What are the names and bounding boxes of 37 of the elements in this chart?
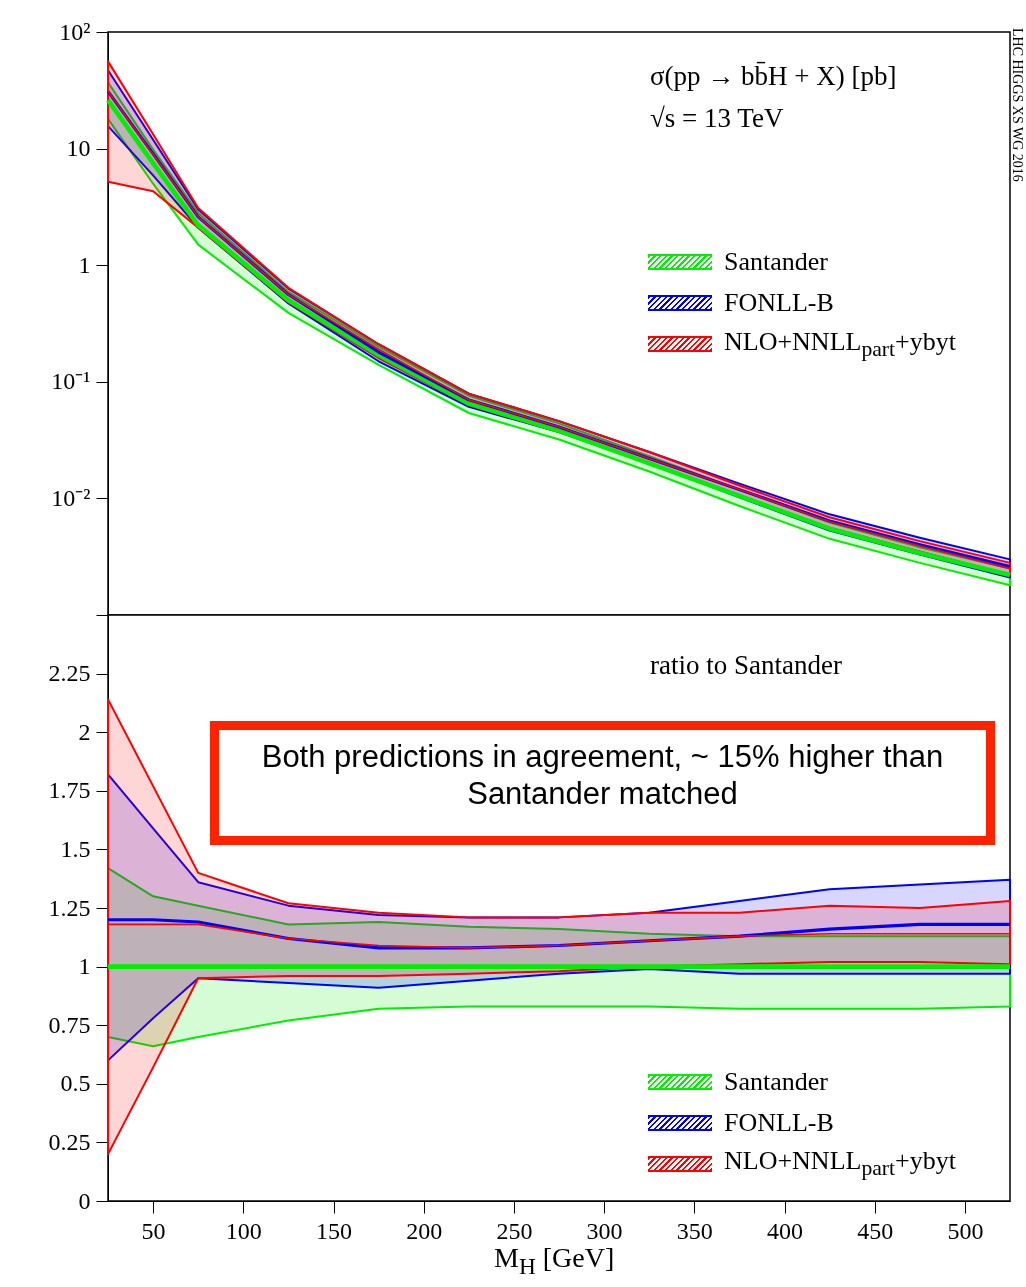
annotation: √s = 13 TeV xyxy=(650,102,784,135)
y-tick-label: 10⁻² xyxy=(51,484,91,511)
y-tick-label: 0.25 xyxy=(48,1128,91,1155)
y-tick-label: 10² xyxy=(59,18,91,45)
y-tick-label: 1.5 xyxy=(60,835,91,862)
y-tick-label: 0.5 xyxy=(60,1070,91,1097)
x-tick-label: 350 xyxy=(676,1217,713,1244)
y-tick-label: 1.75 xyxy=(48,777,91,804)
y-tick-label: 0.75 xyxy=(48,1011,91,1038)
annotation: ratio to Santander xyxy=(650,649,842,682)
y-tick-label: 10⁻¹ xyxy=(51,368,91,395)
y-tick-label: 0 xyxy=(78,1187,91,1214)
x-tick-label: 150 xyxy=(316,1217,352,1244)
legend-label: Santander xyxy=(724,1066,828,1097)
x-tick-label: 400 xyxy=(767,1217,803,1244)
legend-label: NLO+NNLL$_{part}$+ybyt xyxy=(724,1145,956,1182)
x-tick-label: 200 xyxy=(406,1217,443,1244)
x-tick-label: 300 xyxy=(586,1217,623,1244)
x-tick-label: 50 xyxy=(141,1217,166,1244)
annotation: LHC HIGGS XS WG 2016 xyxy=(1008,28,1025,182)
y-tick-label: 10 xyxy=(66,135,91,162)
annotation: Both predictions in agreement, ~ 15% higher than Santander matched xyxy=(210,721,995,845)
y-tick-label: 1 xyxy=(78,953,91,980)
legend-label: NLO+NNLL$_{part}$+ybyt xyxy=(724,326,956,362)
legend-label: Santander xyxy=(724,247,828,278)
x-tick-label: 450 xyxy=(857,1217,894,1244)
y-tick-label: 2 xyxy=(78,718,91,745)
legend-label: FONLL-B xyxy=(724,1107,834,1138)
annotation: σ(pp → bb̄H + X) [pb] xyxy=(650,60,897,93)
x-tick-label: 500 xyxy=(947,1217,984,1244)
legend-label: FONLL-B xyxy=(724,288,834,319)
y-tick-label: 1.25 xyxy=(48,894,91,921)
x-axis-title: M$_{H}$ [GeV] xyxy=(494,1242,615,1279)
x-tick-label: 250 xyxy=(496,1217,533,1244)
y-tick-label: 2.25 xyxy=(48,660,91,687)
x-tick-label: 100 xyxy=(225,1217,262,1244)
y-tick-label: 1 xyxy=(78,251,91,278)
